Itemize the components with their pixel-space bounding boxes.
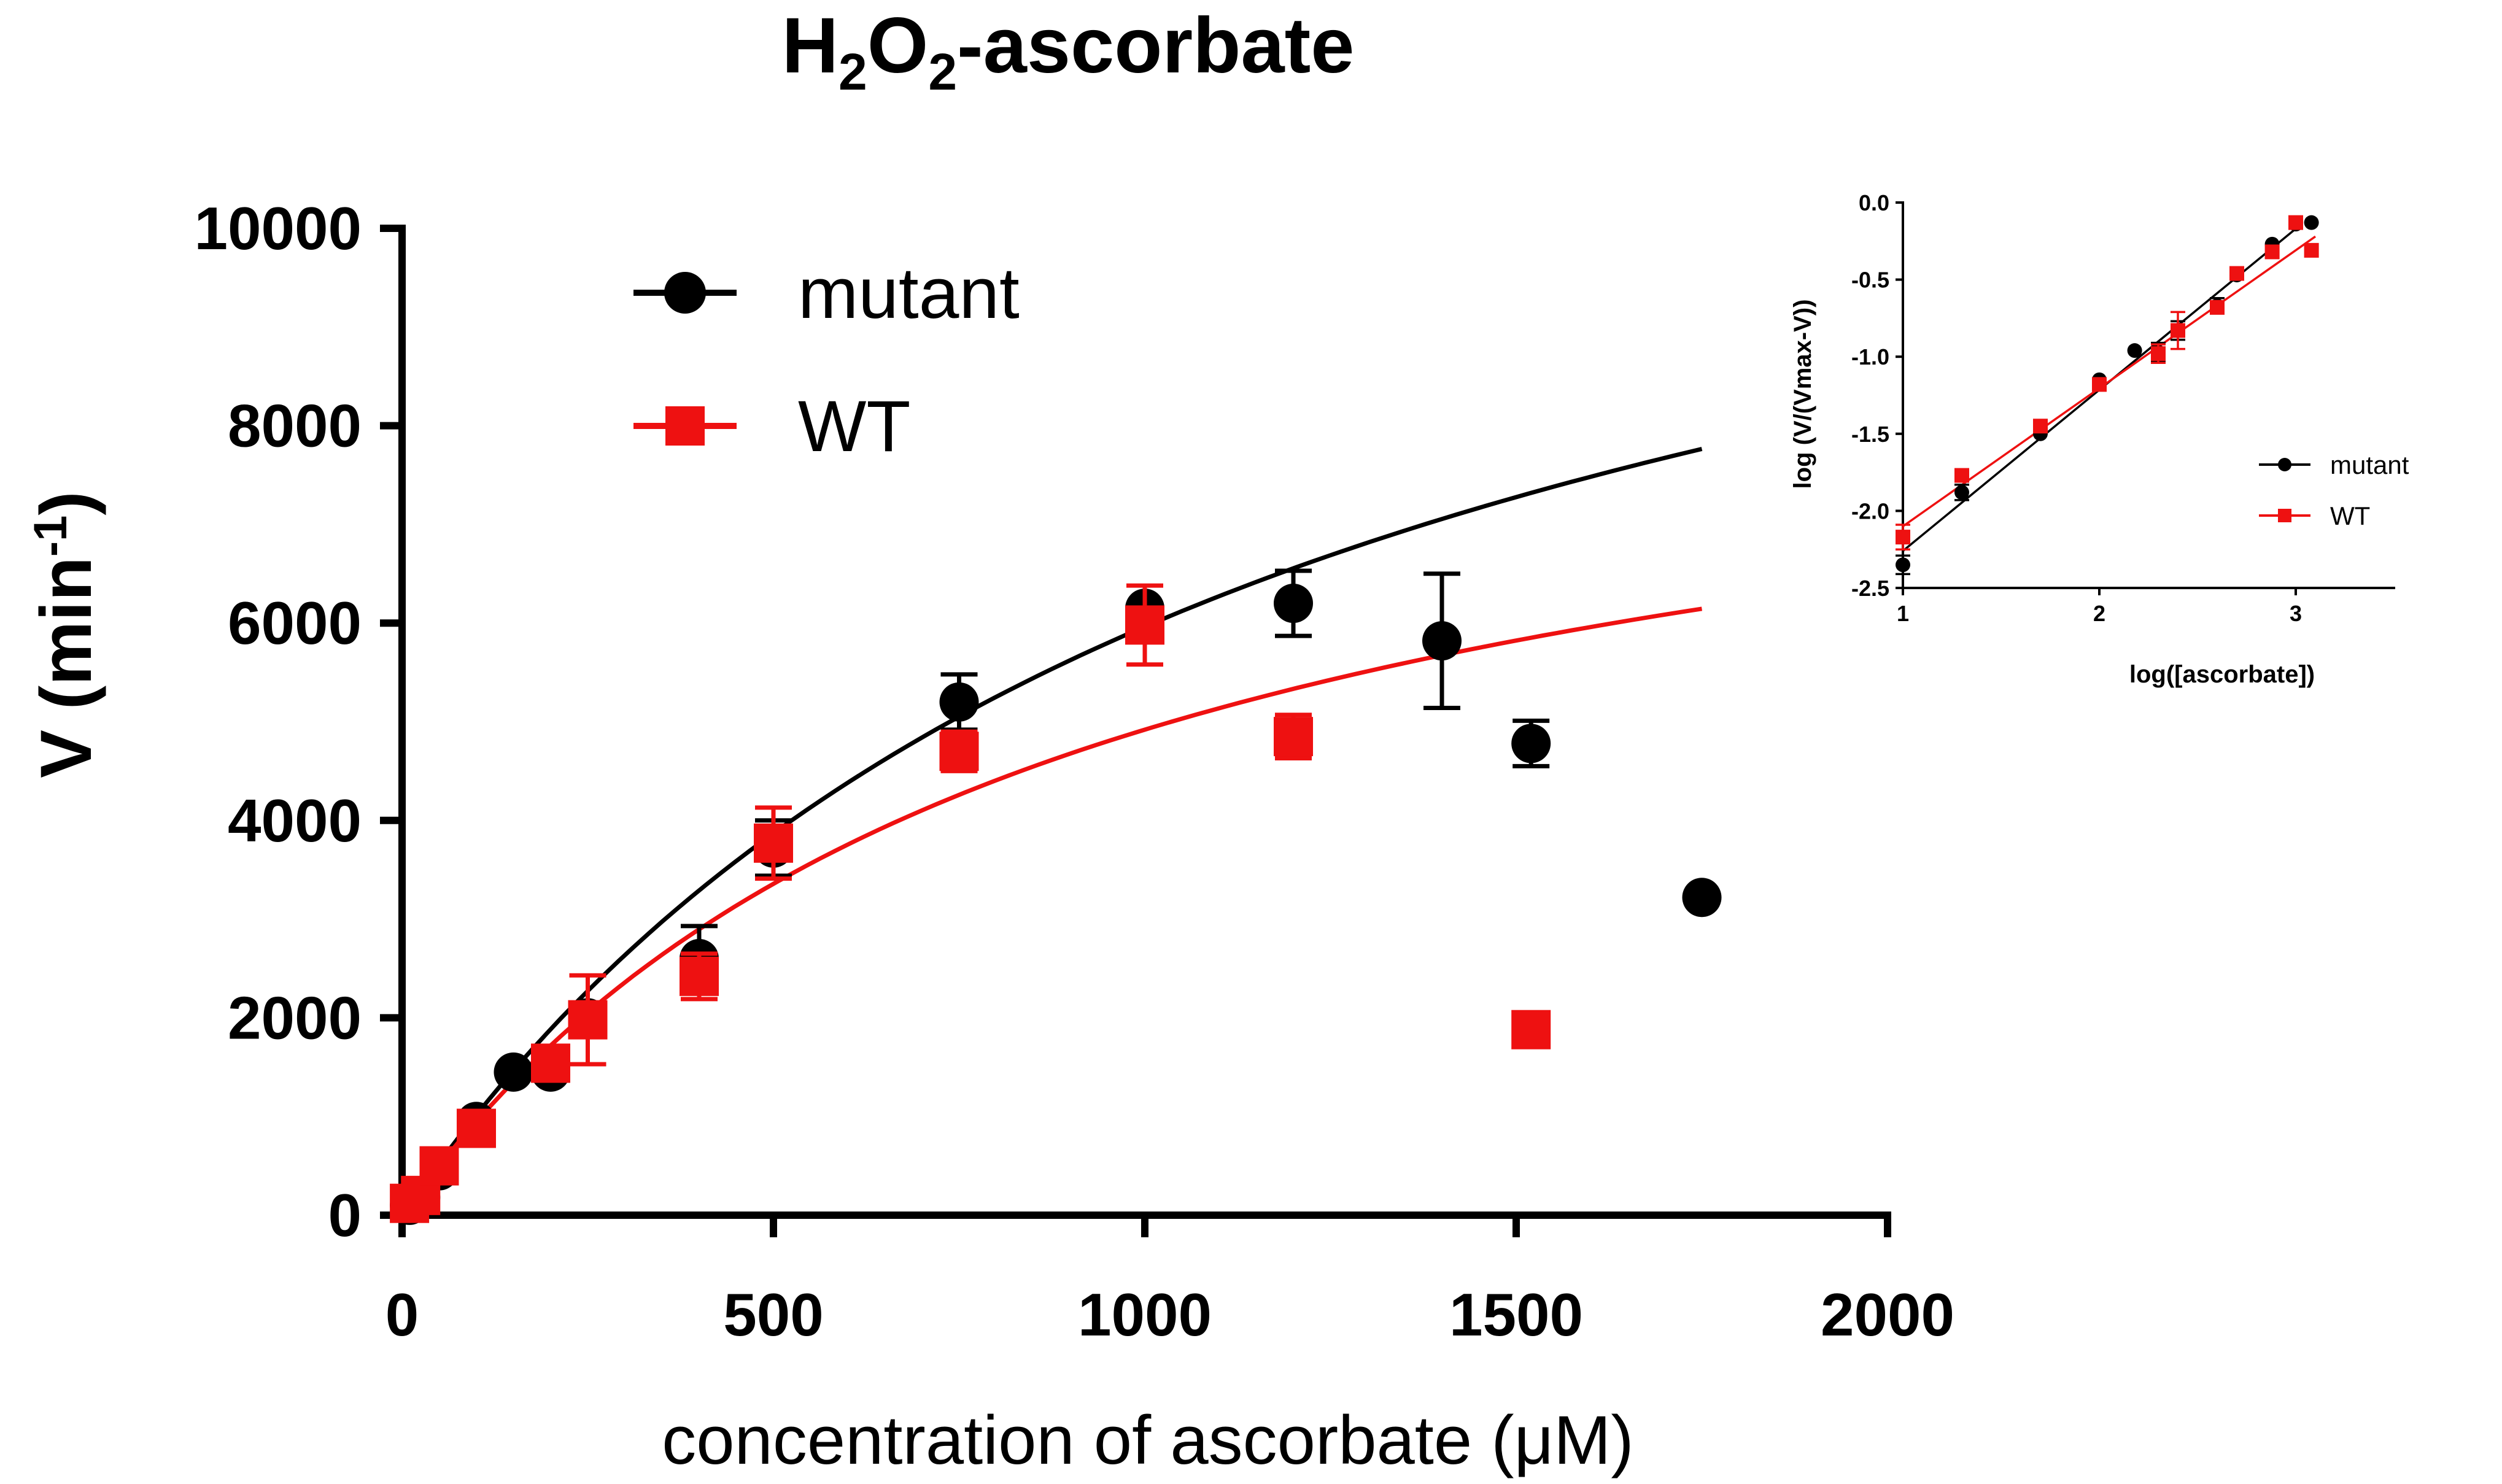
inset-legend-mutant-label: mutant (2330, 450, 2409, 479)
inset-point-wt (2033, 419, 2048, 434)
main-point-mutant (494, 1052, 533, 1092)
inset-y-tick-label: 0.0 (1859, 190, 1889, 215)
main-point-mutant (1682, 878, 1722, 918)
inset-x-tick-label: 2 (2093, 601, 2105, 626)
main-tick-labels: 0 500 1000 1500 2000 0 2000 4000 6000 8000 10000 (194, 195, 1954, 1348)
inset-point-wt (2288, 215, 2303, 230)
inset-legend: mutant WT (2259, 450, 2409, 530)
main-point-mutant (1511, 724, 1551, 763)
main-x-tick-label: 0 (385, 1281, 419, 1348)
main-fit-wt (400, 606, 1703, 1217)
main-point-wt (680, 956, 719, 996)
inset-y-axis-label: log (V/(Vmax-V)) (1789, 300, 1816, 489)
inset-y-tick-label: -1.5 (1851, 422, 1889, 447)
main-y-tick-label: 0 (328, 1181, 362, 1249)
inset-point-mutant (1954, 485, 1969, 500)
inset-fit-lines (1902, 228, 2317, 552)
inset-point-wt (1954, 468, 1969, 483)
inset-point-wt (2171, 323, 2185, 338)
main-point-wt (1274, 717, 1313, 757)
main-y-tick-label: 10000 (194, 195, 362, 262)
inset-point-mutant (2304, 215, 2319, 230)
main-y-tick-label: 8000 (228, 392, 362, 460)
main-x-tick-label: 1500 (1449, 1281, 1583, 1348)
inset-legend-wt-label: WT (2330, 501, 2370, 530)
main-point-mutant (1274, 584, 1313, 624)
main-point-mutant (1422, 621, 1462, 661)
legend-mutant-marker (664, 272, 706, 314)
inset-point-wt (2092, 377, 2107, 392)
inset-y-tick-label: -2.5 (1851, 576, 1889, 601)
inset-point-wt (2210, 300, 2225, 315)
inset-point-wt (2229, 266, 2244, 281)
inset-plot: 1 2 3 0.0 -0.5 -1.0 -1.5 -2.0 -2.5 log([ascorbat… (1789, 190, 2409, 688)
inset-axes (1896, 201, 2395, 595)
main-y-tick-label: 2000 (228, 984, 362, 1051)
main-y-tick-label: 4000 (228, 787, 362, 854)
main-point-mutant (939, 682, 979, 722)
inset-point-wt (2304, 242, 2319, 258)
main-fit-mutant (400, 447, 1703, 1216)
legend-wt-marker (665, 406, 705, 446)
main-point-wt (457, 1108, 496, 1148)
main-point-wt (419, 1146, 459, 1186)
inset-tick-labels: 1 2 3 0.0 -0.5 -1.0 -1.5 -2.0 -2.5 (1851, 190, 2302, 626)
inset-y-tick-label: -0.5 (1851, 268, 1889, 293)
inset-point-wt (2264, 244, 2280, 260)
legend-wt-label: WT (798, 386, 910, 467)
main-plot: 0 500 1000 1500 2000 0 2000 4000 6000 8000 10000 c… (25, 195, 1954, 1478)
inset-y-tick-label: -2.0 (1851, 498, 1889, 524)
inset-legend-mutant-marker (2278, 458, 2291, 471)
main-data-points (390, 568, 1722, 1225)
inset-y-tick-label: -1.0 (1851, 344, 1889, 369)
inset-point-mutant (1896, 557, 1910, 573)
main-point-wt (754, 823, 793, 863)
main-axes (380, 225, 1891, 1237)
y-axis-label: V (min-1) (25, 491, 107, 778)
main-point-wt (1511, 1010, 1551, 1049)
main-legend: mutant WT (633, 253, 1020, 467)
inset-legend-wt-marker (2278, 509, 2291, 522)
main-point-wt (531, 1043, 570, 1083)
main-point-wt (1125, 605, 1164, 645)
main-y-tick-label: 6000 (228, 589, 362, 657)
inset-point-wt (2151, 346, 2166, 361)
x-axis-label: concentration of ascorbate (μM) (662, 1402, 1633, 1478)
main-point-wt (568, 1000, 608, 1040)
inset-point-wt (1896, 530, 1910, 545)
chart-title: H2O2-ascorbate (782, 2, 1355, 101)
inset-x-tick-label: 3 (2290, 601, 2302, 626)
main-x-tick-label: 1000 (1078, 1281, 1212, 1348)
main-x-tick-label: 500 (723, 1281, 824, 1348)
inset-x-axis-label: log([ascorbate]) (2129, 661, 2315, 688)
inset-fit-wt (1902, 235, 2317, 527)
main-fit-curves (400, 447, 1703, 1217)
main-x-tick-label: 2000 (1821, 1281, 1954, 1348)
inset-x-tick-label: 1 (1897, 601, 1909, 626)
inset-data-points (1896, 215, 2319, 576)
inset-point-mutant (2127, 343, 2142, 358)
legend-mutant-label: mutant (798, 253, 1020, 334)
main-point-wt (939, 732, 979, 771)
